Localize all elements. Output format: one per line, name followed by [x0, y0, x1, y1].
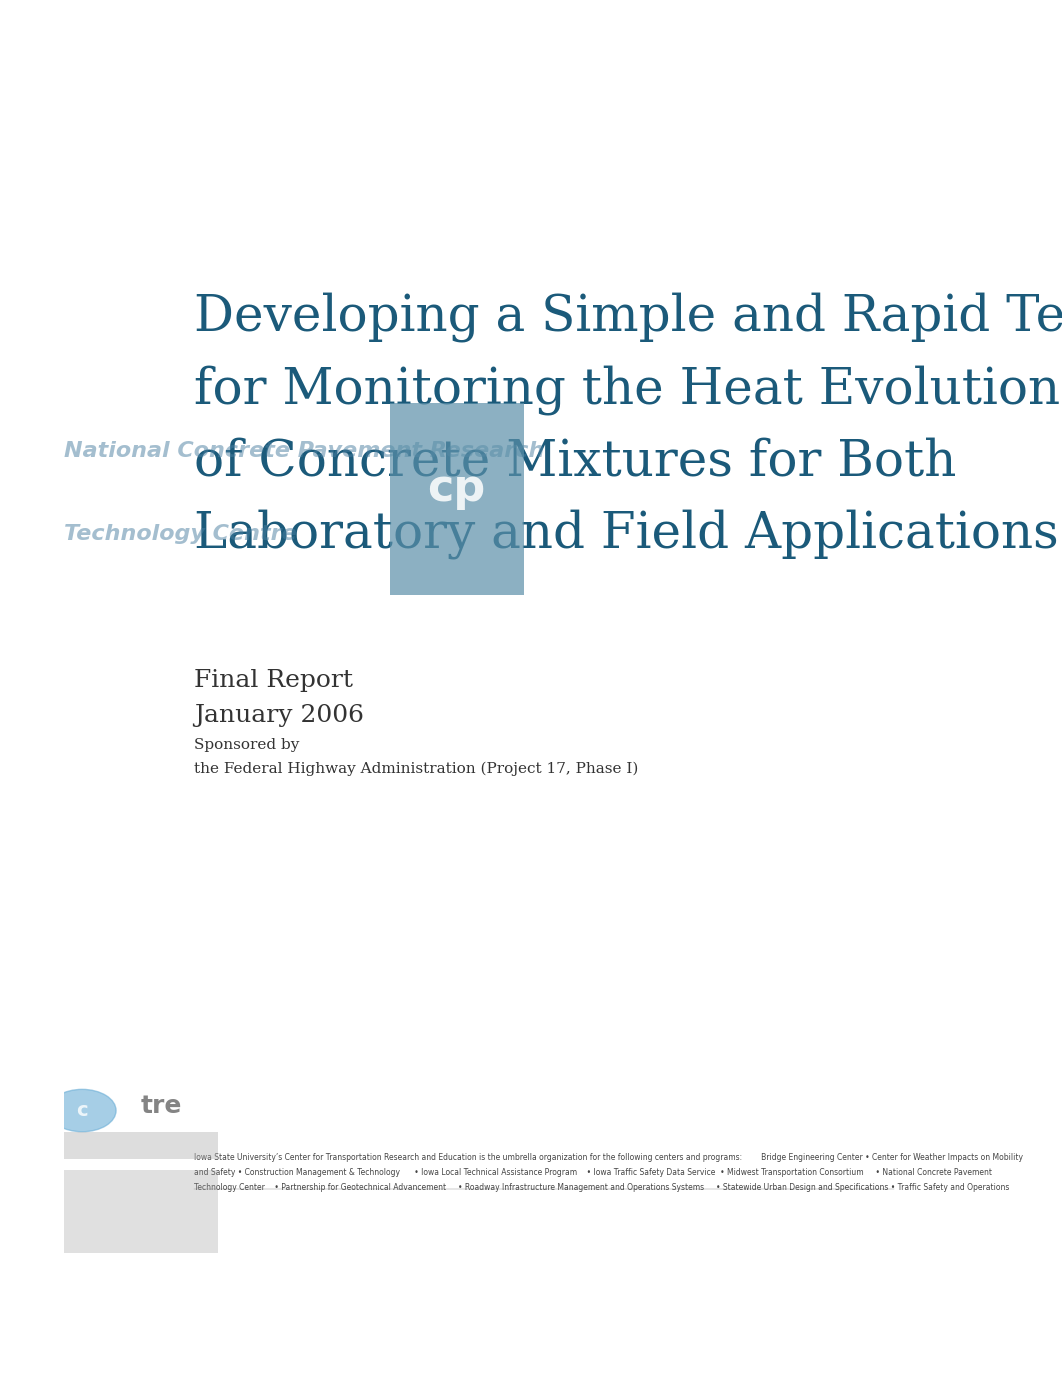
Text: Final Report: Final Report: [194, 669, 354, 691]
Text: January 2006: January 2006: [194, 704, 364, 727]
Text: Sponsored by: Sponsored by: [194, 738, 299, 752]
FancyBboxPatch shape: [64, 1132, 218, 1159]
Text: c: c: [76, 1102, 88, 1120]
Text: National Concrete Pavement Research: National Concrete Pavement Research: [64, 441, 544, 461]
Text: Laboratory and Field Applications: Laboratory and Field Applications: [194, 508, 1059, 559]
FancyBboxPatch shape: [64, 1170, 218, 1253]
Circle shape: [49, 1089, 116, 1132]
Text: Developing a Simple and Rapid Test: Developing a Simple and Rapid Test: [194, 292, 1062, 343]
Text: the Federal Highway Administration (Project 17, Phase I): the Federal Highway Administration (Proj…: [194, 761, 639, 775]
FancyBboxPatch shape: [390, 403, 524, 595]
Text: tre: tre: [140, 1093, 182, 1118]
Text: cp: cp: [428, 467, 485, 509]
Text: for Monitoring the Heat Evolution: for Monitoring the Heat Evolution: [194, 365, 1061, 414]
Text: Technology Centre: Technology Centre: [64, 525, 296, 544]
Text: Iowa State University’s Center for Transportation Research and Education is the : Iowa State University’s Center for Trans…: [194, 1154, 1024, 1191]
Text: of Concrete Mixtures for Both: of Concrete Mixtures for Both: [194, 437, 957, 486]
